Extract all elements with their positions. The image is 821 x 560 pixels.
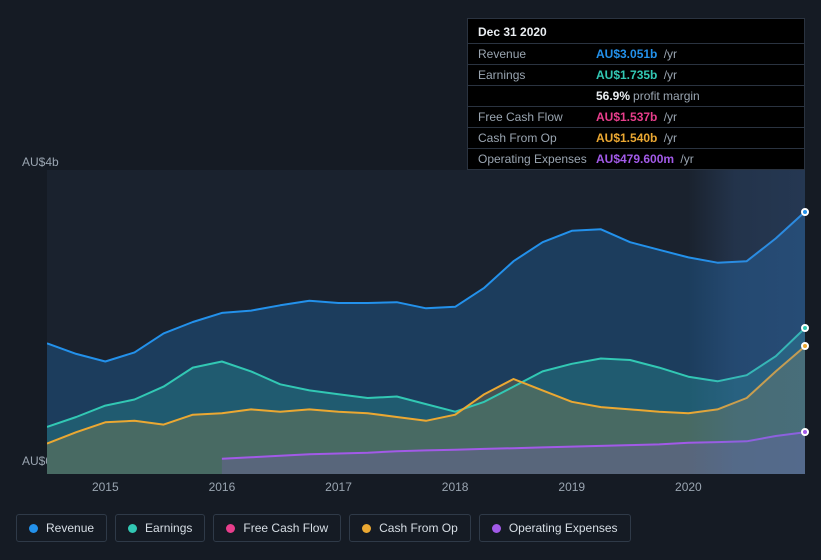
tooltip-row-label: Earnings (478, 68, 596, 82)
tooltip-row: Cash From OpAU$1.540b /yr (468, 127, 804, 148)
series-marker-cash-from-op (801, 342, 809, 350)
x-axis-tick: 2017 (325, 480, 352, 494)
tooltip-profit-margin: 56.9% profit margin (468, 85, 804, 106)
profit-margin-pct: 56.9% (596, 89, 630, 103)
tooltip-row-label: Operating Expenses (478, 152, 596, 166)
tooltip-row-value-wrap: AU$1.537b /yr (596, 110, 677, 124)
legend-label: Operating Expenses (509, 521, 618, 535)
legend-item-operating-expenses[interactable]: Operating Expenses (479, 514, 631, 542)
series-marker-operating-expenses (801, 428, 809, 436)
tooltip-row: Free Cash FlowAU$1.537b /yr (468, 106, 804, 127)
tooltip-row-label: Cash From Op (478, 131, 596, 145)
tooltip-row-value: AU$1.540b (596, 131, 657, 145)
x-axis-tick: 2020 (675, 480, 702, 494)
tooltip-row-label: Free Cash Flow (478, 110, 596, 124)
legend-label: Earnings (145, 521, 192, 535)
tooltip-date: Dec 31 2020 (468, 19, 804, 43)
profit-margin-label: profit margin (633, 89, 700, 103)
legend-swatch (128, 524, 137, 533)
tooltip-row-value: AU$3.051b (596, 47, 657, 61)
legend-label: Free Cash Flow (243, 521, 328, 535)
legend-item-free-cash-flow[interactable]: Free Cash Flow (213, 514, 341, 542)
chart-tooltip: Dec 31 2020 RevenueAU$3.051b /yrEarnings… (467, 18, 805, 170)
series-marker-earnings (801, 324, 809, 332)
tooltip-row-value-wrap: AU$1.735b /yr (596, 68, 677, 82)
tooltip-row: EarningsAU$1.735b /yr (468, 64, 804, 85)
tooltip-row-unit: /yr (660, 47, 677, 61)
tooltip-row-value: AU$1.537b (596, 110, 657, 124)
legend-swatch (492, 524, 501, 533)
legend-item-revenue[interactable]: Revenue (16, 514, 107, 542)
x-axis: 2015 2016 2017 2018 2019 2020 (47, 480, 805, 496)
legend: Revenue Earnings Free Cash Flow Cash From O… (16, 514, 631, 542)
x-axis-tick: 2015 (92, 480, 119, 494)
y-axis-max-label: AU$4b (22, 155, 59, 169)
tooltip-row-value-wrap: AU$479.600m /yr (596, 152, 694, 166)
series-marker-revenue (801, 208, 809, 216)
tooltip-row: Operating ExpensesAU$479.600m /yr (468, 148, 804, 169)
chart-area[interactable] (47, 170, 805, 474)
x-axis-tick: 2016 (209, 480, 236, 494)
tooltip-row-unit: /yr (660, 110, 677, 124)
legend-swatch (362, 524, 371, 533)
legend-item-cash-from-op[interactable]: Cash From Op (349, 514, 471, 542)
root: Dec 31 2020 RevenueAU$3.051b /yrEarnings… (0, 0, 821, 560)
tooltip-row-value: AU$479.600m (596, 152, 674, 166)
legend-item-earnings[interactable]: Earnings (115, 514, 205, 542)
tooltip-row-label: Revenue (478, 47, 596, 61)
x-axis-tick: 2019 (558, 480, 585, 494)
x-axis-tick: 2018 (442, 480, 469, 494)
tooltip-row-value: AU$1.735b (596, 68, 657, 82)
legend-label: Revenue (46, 521, 94, 535)
tooltip-row-unit: /yr (660, 68, 677, 82)
legend-swatch (29, 524, 38, 533)
legend-swatch (226, 524, 235, 533)
tooltip-row-value-wrap: AU$3.051b /yr (596, 47, 677, 61)
tooltip-row: RevenueAU$3.051b /yr (468, 43, 804, 64)
tooltip-row-value-wrap: AU$1.540b /yr (596, 131, 677, 145)
chart-svg (47, 170, 805, 474)
tooltip-row-unit: /yr (677, 152, 694, 166)
legend-label: Cash From Op (379, 521, 458, 535)
tooltip-row-unit: /yr (660, 131, 677, 145)
